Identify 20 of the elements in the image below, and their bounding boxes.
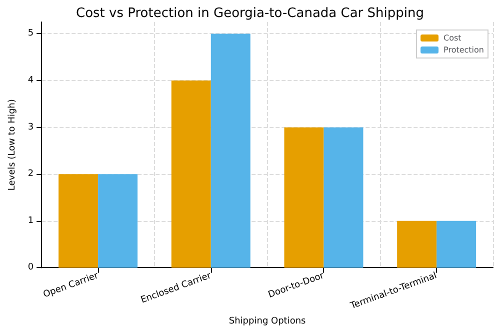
bar: [397, 220, 437, 268]
bar: [210, 34, 250, 268]
y-tick-label: 4: [28, 76, 34, 86]
bar: [171, 80, 211, 268]
bar: [98, 174, 138, 268]
y-tick-label: 1: [28, 216, 34, 226]
legend-label: Cost: [444, 34, 462, 42]
y-tick-label: 3: [28, 122, 34, 132]
chart-title: Cost vs Protection in Georgia-to-Canada Car Shipping: [76, 6, 424, 21]
bar: [324, 127, 364, 268]
x-axis-title: Shipping Options: [228, 316, 306, 326]
y-tick-label: 5: [28, 28, 34, 39]
y-axis-title: Levels (Low to High): [8, 99, 18, 191]
y-tick-label: 0: [28, 262, 34, 273]
bar: [436, 220, 476, 268]
bar: [284, 127, 324, 268]
x-tick-label: Open Carrier: [42, 270, 100, 300]
bar: [58, 174, 98, 268]
legend-label: Protection: [444, 46, 484, 54]
y-tick-label: 2: [28, 169, 34, 180]
